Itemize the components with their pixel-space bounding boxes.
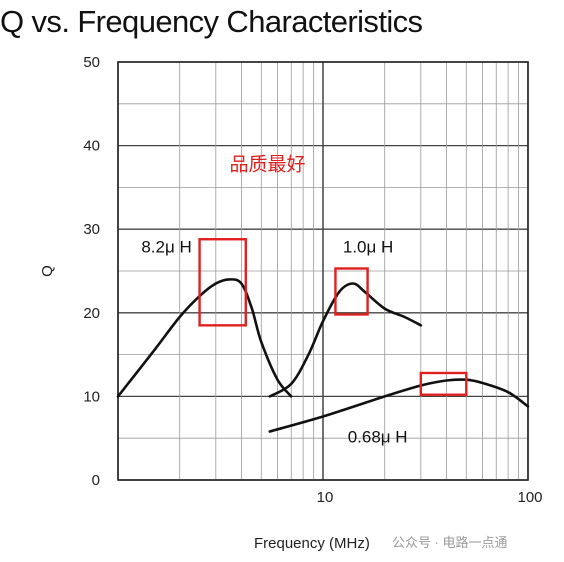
plot-frame: [117, 61, 529, 481]
x-tick-label: 10: [317, 489, 334, 506]
series-label-8-2uh: 8.2μ H: [141, 238, 191, 257]
y-tick-label: 20: [83, 305, 100, 322]
tick-labels: 0 10 20 30 40 50 10 100: [83, 54, 542, 506]
highlight-box: [198, 238, 247, 327]
watermark: 公众号 · 电路一点通: [392, 535, 508, 550]
series-line-8-2uh: [116, 278, 293, 398]
highlight-box: [419, 371, 468, 396]
x-axis-label: Frequency (MHz): [254, 535, 370, 552]
best-quality-annotation: 品质最好: [230, 154, 306, 176]
y-tick-label: 30: [83, 221, 100, 238]
y-tick-label: 10: [83, 388, 100, 405]
series-lines: [116, 278, 530, 433]
grid: [117, 61, 529, 481]
y-axis-label: Q: [39, 265, 56, 277]
series-label-0-68uh: 0.68μ H: [348, 427, 408, 446]
y-tick-label: 50: [83, 54, 100, 71]
y-tick-label: 40: [83, 138, 100, 155]
series-label-1-0uh: 1.0μ H: [343, 238, 393, 257]
chart-title: Q vs. Frequency Characteristics: [0, 4, 423, 39]
y-tick-label: 0: [92, 472, 100, 489]
series-line-1-0uh: [268, 282, 423, 398]
highlight-boxes: [198, 238, 468, 396]
x-tick-label: 100: [517, 489, 542, 506]
series-line-0-68uh: [268, 378, 530, 433]
highlight-box: [334, 267, 369, 316]
